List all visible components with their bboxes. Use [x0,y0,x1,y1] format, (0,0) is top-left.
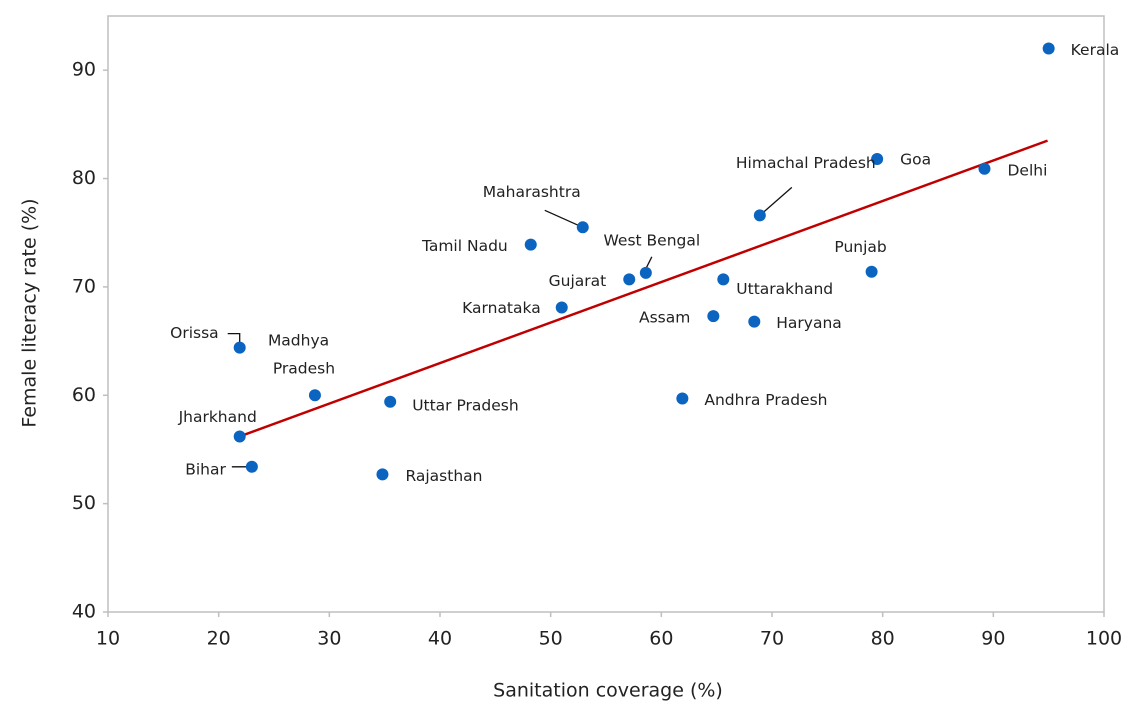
point-label: Tamil Nadu [421,237,508,255]
point-label: Goa [900,151,931,169]
point [753,209,766,222]
point [384,395,397,408]
point-label: Rajasthan [405,467,482,485]
x-tick-label: 10 [96,628,120,650]
point-label: Uttar Pradesh [412,396,519,414]
x-tick-label: 60 [649,628,673,650]
point [748,315,761,328]
point-label: Uttarakhand [736,280,833,298]
x-tick-label: 80 [871,628,895,650]
y-axis-title: Female literacy rate (%) [19,198,41,427]
point-label: Bihar [185,460,226,478]
x-tick-label: 50 [539,628,563,650]
point [717,273,730,286]
x-tick-label: 90 [981,628,1005,650]
leader-line [645,256,653,270]
point-label: Himachal Pradesh [736,154,876,172]
point [871,153,884,166]
x-tick-label: 30 [317,628,341,650]
plot-frame [107,15,1105,613]
point [555,301,568,314]
x-tick-label: 100 [1086,628,1122,650]
point [676,392,689,405]
x-tick-label: 20 [207,628,231,650]
y-tick-label: 70 [72,275,96,297]
point [245,460,258,473]
point-label: Haryana [776,314,842,332]
point [308,389,321,402]
point-label: Andhra Pradesh [704,391,827,409]
y-tick-label: 50 [72,492,96,514]
point [707,310,720,323]
point-label: Delhi [1007,161,1047,179]
x-tick-label: 70 [760,628,784,650]
x-axis-title: Sanitation coverage (%) [493,680,723,702]
point-label: Jharkhand [178,408,257,426]
y-tick-label: 90 [72,59,96,81]
point-label: Kerala [1071,41,1120,59]
y-tick-label: 60 [72,384,96,406]
point-label: Assam [639,309,690,327]
x-tick-label: 40 [428,628,452,650]
point-label: Karnataka [462,299,541,317]
point [1042,42,1055,55]
point [233,341,246,354]
point [524,238,537,251]
point-label: Madhya Pradesh [268,331,335,377]
point [623,273,636,286]
point [233,430,246,443]
point-label: Gujarat [549,272,607,290]
point [576,221,589,234]
point [639,266,652,279]
y-tick-label: 80 [72,167,96,189]
point-label: Maharashtra [483,183,581,201]
point-label: West Bengal [604,231,701,249]
point [865,265,878,278]
point-label: Orissa [170,324,219,342]
point [978,162,991,175]
leader-line [759,186,793,216]
leader-line [544,209,584,228]
point [376,468,389,481]
point-label: Punjab [834,238,886,256]
trend-line [239,139,1048,438]
y-tick-label: 40 [72,601,96,623]
